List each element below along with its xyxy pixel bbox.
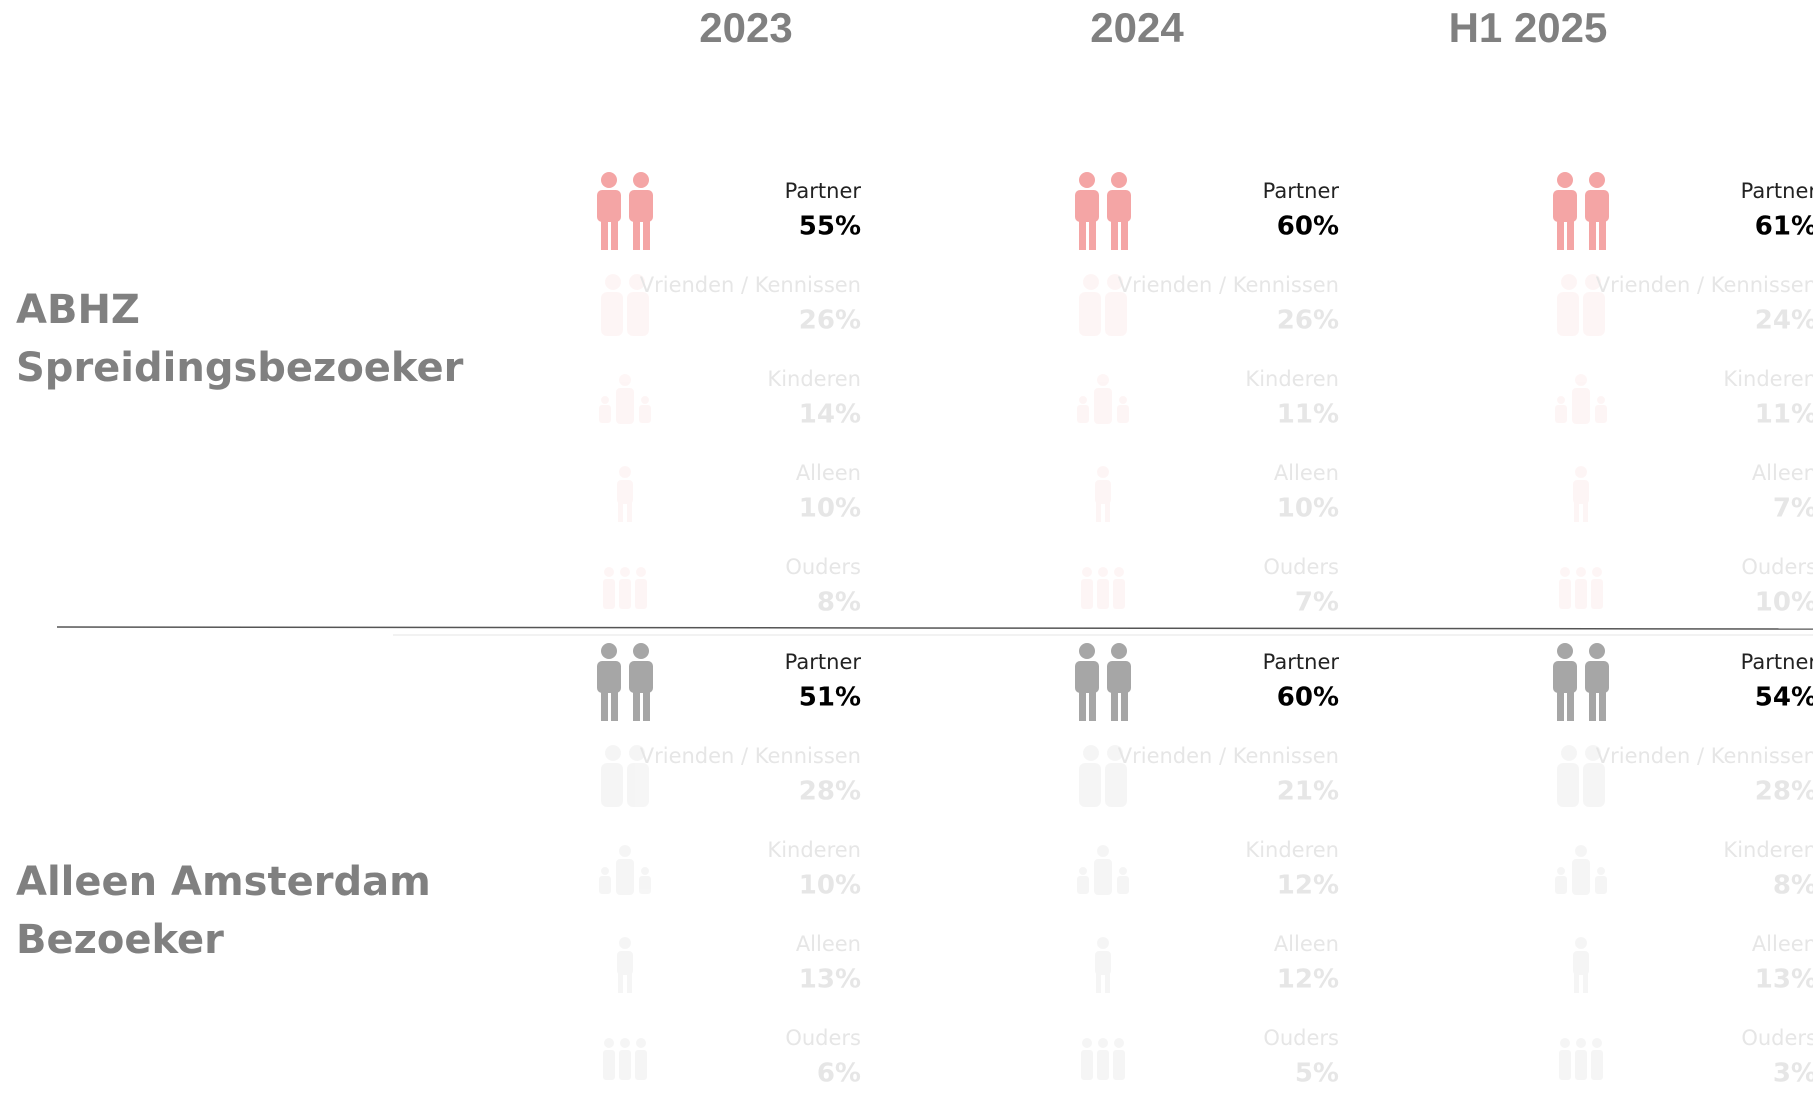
person-icon [1077, 845, 1129, 895]
category-value: 24% [1755, 306, 1813, 336]
person-icon [617, 466, 633, 522]
person-icon [617, 937, 633, 993]
category-value: 13% [799, 965, 861, 995]
category-value: 11% [1277, 400, 1339, 430]
person-icon [1573, 466, 1589, 522]
person-icon [1559, 1038, 1603, 1080]
category-value: 6% [817, 1059, 861, 1089]
person-icon [599, 845, 651, 895]
person-icon [1077, 374, 1129, 424]
person-icon [1075, 643, 1131, 721]
category-value: 28% [799, 777, 861, 807]
category-value: 10% [1755, 588, 1813, 618]
category-label: Ouders [1741, 555, 1813, 579]
group-label: Bezoeker [16, 917, 224, 963]
category-value: 8% [1773, 871, 1813, 901]
category-label: Alleen [796, 461, 861, 485]
category-label: Kinderen [1723, 838, 1813, 862]
person-icon [1081, 1038, 1125, 1080]
category-label: Vrienden / Kennissen [640, 273, 861, 297]
category-label: Vrienden / Kennissen [640, 744, 861, 768]
category-value: 54% [1755, 683, 1813, 713]
category-value: 26% [1277, 306, 1339, 336]
person-icon [1559, 567, 1603, 609]
category-value: 61% [1755, 212, 1813, 242]
category-value: 51% [799, 683, 861, 713]
divider [56, 626, 1813, 630]
person-icon [597, 172, 653, 250]
category-value: 7% [1295, 588, 1339, 618]
category-value: 55% [799, 212, 861, 242]
category-label: Partner [785, 179, 862, 203]
category-label: Alleen [1752, 461, 1813, 485]
group-label: ABHZ [16, 287, 140, 333]
category-value: 10% [799, 871, 861, 901]
column-header: H1 2025 [1449, 4, 1608, 51]
category-label: Vrienden / Kennissen [1118, 744, 1339, 768]
category-value: 60% [1277, 683, 1339, 713]
category-label: Partner [1741, 179, 1813, 203]
person-icon [1555, 374, 1607, 424]
person-icon [597, 643, 653, 721]
column-header: 2024 [1090, 4, 1184, 51]
category-value: 26% [799, 306, 861, 336]
category-label: Vrienden / Kennissen [1596, 273, 1813, 297]
category-value: 21% [1277, 777, 1339, 807]
category-label: Ouders [1741, 1026, 1813, 1050]
person-icon [1555, 845, 1607, 895]
group-label: Spreidingsbezoeker [16, 345, 464, 391]
column-header: 2023 [699, 4, 792, 51]
category-value: 5% [1295, 1059, 1339, 1089]
person-icon [1553, 172, 1609, 250]
category-label: Alleen [1274, 461, 1339, 485]
category-value: 12% [1277, 871, 1339, 901]
person-icon [1553, 643, 1609, 721]
category-value: 14% [799, 400, 861, 430]
person-icon [1075, 172, 1131, 250]
category-label: Partner [785, 650, 862, 674]
person-icon [1081, 567, 1125, 609]
category-value: 8% [817, 588, 861, 618]
category-value: 60% [1277, 212, 1339, 242]
category-label: Alleen [796, 932, 861, 956]
category-label: Vrienden / Kennissen [1596, 744, 1813, 768]
category-value: 12% [1277, 965, 1339, 995]
category-label: Partner [1741, 650, 1813, 674]
category-value: 7% [1773, 494, 1813, 524]
category-label: Alleen [1274, 932, 1339, 956]
category-label: Kinderen [767, 838, 861, 862]
person-icon [1095, 466, 1111, 522]
person-icon [599, 374, 651, 424]
category-label: Ouders [785, 1026, 861, 1050]
category-label: Kinderen [1245, 367, 1339, 391]
category-value: 10% [799, 494, 861, 524]
category-label: Kinderen [1245, 838, 1339, 862]
category-label: Ouders [1263, 1026, 1339, 1050]
category-label: Ouders [1263, 555, 1339, 579]
category-label: Partner [1263, 179, 1340, 203]
category-label: Vrienden / Kennissen [1118, 273, 1339, 297]
person-icon [603, 567, 647, 609]
category-value: 13% [1755, 965, 1813, 995]
person-icon [1573, 937, 1589, 993]
category-value: 10% [1277, 494, 1339, 524]
category-label: Kinderen [1723, 367, 1813, 391]
category-label: Partner [1263, 650, 1340, 674]
category-value: 28% [1755, 777, 1813, 807]
group-label: Alleen Amsterdam [16, 859, 431, 905]
person-icon [603, 1038, 647, 1080]
category-value: 3% [1773, 1059, 1813, 1089]
category-label: Kinderen [767, 367, 861, 391]
category-value: 11% [1755, 400, 1813, 430]
category-label: Ouders [785, 555, 861, 579]
category-label: Alleen [1752, 932, 1813, 956]
person-icon [1095, 937, 1111, 993]
